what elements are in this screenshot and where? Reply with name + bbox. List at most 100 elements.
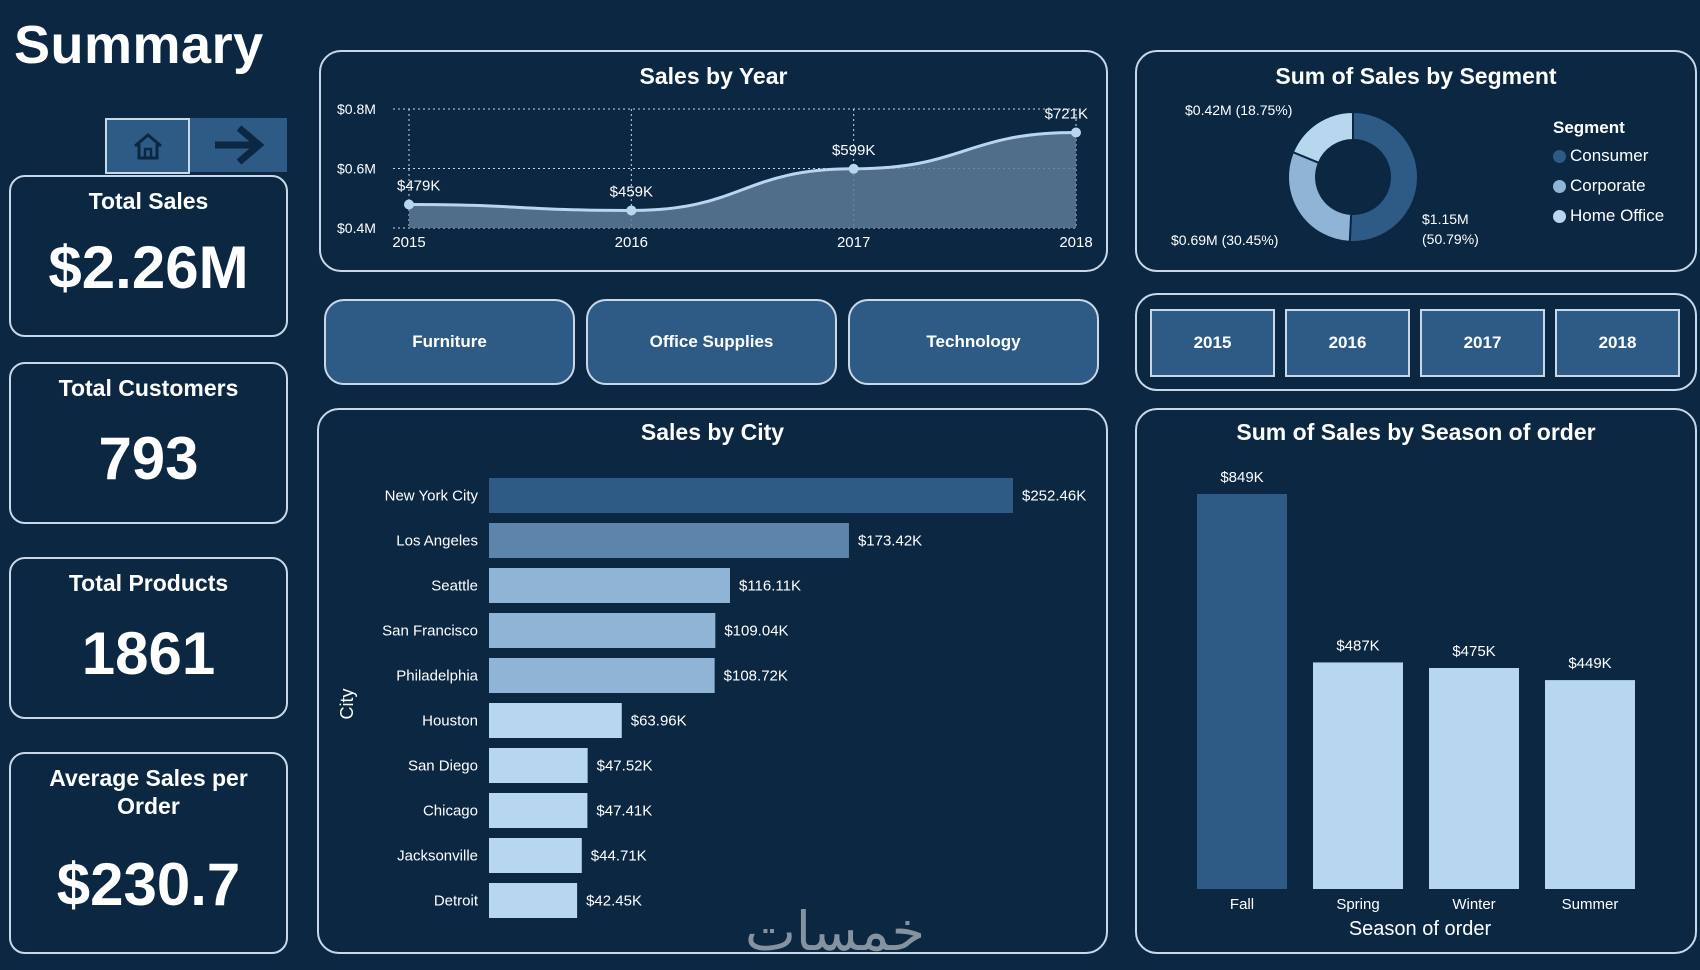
slice-label: $0.69M (30.45%) [1171, 232, 1278, 248]
y-tick-label: $0.4M [337, 220, 376, 236]
next-page-button[interactable] [190, 118, 287, 172]
x-axis-label: Season of order [1349, 918, 1492, 940]
pie-slice-corporate [1287, 150, 1353, 243]
sales-by-segment-chart: $0.42M (18.75%) $0.69M (30.45%) $1.15M (50.… [1171, 102, 1479, 248]
category-label: San Francisco [382, 623, 478, 640]
kpi-label: Average Sales per Order [49, 765, 248, 819]
legend-item-corporate[interactable]: Corporate [1553, 176, 1664, 196]
category-label: Seattle [431, 578, 478, 595]
sales-by-segment-panel: Sum of Sales by Segment $0.42M (18.75%) $… [1135, 50, 1697, 272]
bar [489, 658, 715, 693]
x-tick-label: 2018 [1059, 234, 1092, 251]
category-label: New York City [385, 488, 479, 505]
legend-dot [1553, 149, 1566, 163]
kpi-average-sales: Average Sales per Order $230.7 [9, 752, 288, 954]
year-button-2018[interactable]: 2018 [1555, 309, 1680, 377]
y-axis-label: City [337, 689, 357, 720]
page-title: Summary [14, 15, 264, 75]
data-label: $721K [1045, 106, 1088, 123]
kpi-value: $2.26M [48, 234, 249, 301]
bar [489, 838, 582, 873]
category-label: Los Angeles [396, 533, 478, 550]
chart-title: Sum of Sales by Season of order [1236, 419, 1596, 445]
bar [489, 883, 578, 918]
category-label: San Diego [408, 758, 478, 775]
category-label: Houston [422, 713, 478, 730]
year-button-2015[interactable]: 2015 [1150, 309, 1275, 377]
data-label: $44.71K [591, 848, 647, 865]
series-area [409, 132, 1076, 228]
kpi-value: 793 [98, 425, 199, 492]
data-label: $479K [397, 177, 440, 194]
x-tick-label: 2017 [837, 234, 870, 251]
data-label: $63.96K [631, 713, 687, 730]
home-icon [133, 133, 162, 160]
category-label: Winter [1452, 896, 1495, 913]
bar [489, 478, 1013, 513]
data-label: $459K [610, 183, 653, 200]
category-label: Fall [1230, 896, 1254, 913]
data-label: $47.41K [596, 803, 652, 820]
chart-title: Sum of Sales by Segment [1275, 63, 1557, 89]
bar [489, 568, 730, 603]
sales-by-year-panel: Sales by Year $0.4M $0.6M $0.8M 2015 2016 201… [319, 50, 1108, 272]
sales-by-city-chart: City New York City $252.46K Los Angeles $173… [337, 478, 1086, 918]
data-label: $487K [1336, 637, 1379, 654]
x-tick-label: 2016 [615, 234, 648, 251]
legend-label: Home Office [1570, 206, 1665, 225]
home-button[interactable] [105, 118, 190, 174]
year-button-2016[interactable]: 2016 [1285, 309, 1410, 377]
sales-by-season-panel: Sum of Sales by Season of order $849K Fal… [1135, 408, 1697, 954]
legend-item-home-office[interactable]: Home Office [1553, 206, 1664, 226]
bar [1197, 494, 1287, 889]
legend-dot [1553, 209, 1566, 223]
segment-legend: Segment Consumer Corporate Home Office [1553, 118, 1664, 236]
data-label: $108.72K [724, 668, 788, 685]
data-label: $252.46K [1022, 488, 1086, 505]
data-point [1071, 127, 1081, 138]
series-line [408, 131, 1077, 212]
kpi-value: $230.7 [56, 851, 241, 918]
bar [489, 793, 588, 828]
data-label: $109.04K [724, 623, 788, 640]
arrow-right-icon [214, 125, 264, 165]
category-button-office-supplies[interactable]: Office Supplies [586, 299, 837, 385]
pie-slice-home-office [1291, 110, 1354, 165]
slice-label: (50.79%) [1422, 231, 1479, 247]
data-label: $173.42K [858, 533, 922, 550]
category-button-technology[interactable]: Technology [848, 299, 1099, 385]
bar [1429, 668, 1519, 889]
data-point [404, 199, 414, 210]
category-label: Summer [1562, 896, 1619, 913]
legend-label: Corporate [1570, 176, 1646, 195]
data-label: $599K [832, 142, 875, 159]
kpi-total-products: Total Products 1861 [9, 557, 288, 719]
data-label: $42.45K [586, 893, 642, 910]
sales-by-year-chart: $0.4M $0.6M $0.8M 2015 2016 2017 2018 $479K $459… [337, 101, 1093, 251]
data-label: $475K [1452, 643, 1495, 660]
category-label: Spring [1336, 896, 1379, 913]
chart-title: Sales by Year [639, 63, 788, 89]
category-button-furniture[interactable]: Furniture [324, 299, 575, 385]
sales-by-season-chart: $849K Fall $487K Spring $475K Winter $449K Summ… [1197, 469, 1635, 940]
pie-slice-consumer [1348, 110, 1419, 243]
data-label: $116.11K [739, 578, 801, 595]
year-button-2017[interactable]: 2017 [1420, 309, 1545, 377]
slice-label: $1.15M [1422, 211, 1469, 227]
chart-title: Sales by City [640, 419, 785, 445]
legend-dot [1553, 179, 1566, 193]
sales-by-city-panel: Sales by City City New York City $252.46K L… [317, 408, 1108, 954]
bar [489, 523, 849, 558]
category-label: Detroit [434, 893, 479, 910]
legend-item-consumer[interactable]: Consumer [1553, 146, 1664, 166]
legend-title: Segment [1553, 118, 1625, 137]
data-point [848, 163, 859, 174]
bar [1313, 662, 1403, 889]
kpi-value: 1861 [81, 620, 216, 687]
x-tick-label: 2015 [392, 234, 425, 251]
slice-label: $0.42M (18.75%) [1185, 102, 1292, 118]
data-label: $449K [1568, 655, 1611, 672]
legend-label: Consumer [1570, 146, 1649, 165]
year-slicer-panel: 2015 2016 2017 2018 [1135, 293, 1697, 391]
kpi-label: Total Sales [88, 188, 209, 214]
